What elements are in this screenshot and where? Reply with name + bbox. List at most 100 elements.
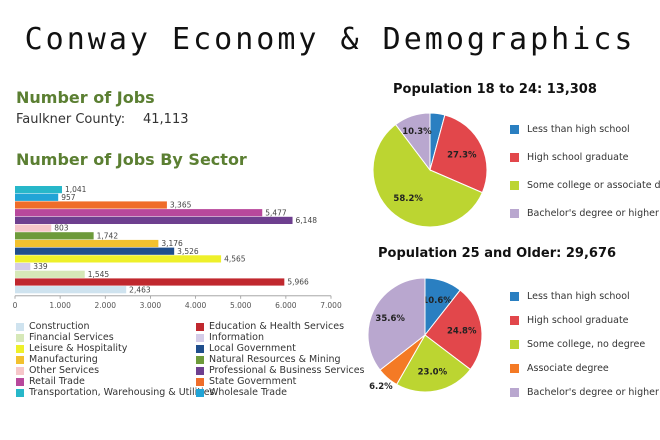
legend-label: Bachelor's degree or higher bbox=[527, 387, 659, 398]
population-18-24-pie-chart: 4.2% 27.3% 58.2% 10.3% bbox=[372, 105, 488, 228]
pie-slice-bachelor-s-degree-or-higher bbox=[367, 277, 426, 371]
legend-label: Wholesale Trade bbox=[209, 387, 287, 398]
legend-label: Less than high school bbox=[527, 291, 630, 302]
x-tick-label: 7,000 bbox=[320, 301, 342, 308]
legend-label: Construction bbox=[29, 321, 90, 332]
legend-label: Transportation, Warehousing & Utilities bbox=[29, 387, 215, 398]
county-label: Faulkner County: bbox=[16, 112, 126, 127]
legend-item-transportation-warehousing-utilities: Transportation, Warehousing & Utilities bbox=[16, 387, 214, 398]
legend-swatch bbox=[510, 153, 519, 162]
pie-slice-label: 4.2% bbox=[427, 105, 451, 107]
population-25-older-pie-chart: 10.6% 24.8% 23.0% 6.2% 35.6% bbox=[367, 277, 483, 393]
page-title: Conway Economy & Demographics bbox=[24, 22, 636, 57]
legend-item-natural-resources-mining: Natural Resources & Mining bbox=[196, 354, 341, 365]
county-value: 41,113 bbox=[143, 112, 189, 127]
legend-swatch bbox=[16, 322, 24, 331]
legend-swatch bbox=[510, 292, 519, 301]
legend-label: Local Government bbox=[209, 343, 296, 354]
legend-label: Manufacturing bbox=[29, 354, 98, 365]
pie-legend-item-bachelor-s-degree-or-higher: Bachelor's degree or higher bbox=[510, 208, 659, 219]
x-tick-label: 2,000 bbox=[95, 301, 117, 308]
legend-swatch bbox=[196, 366, 204, 375]
legend-label: Information bbox=[209, 332, 264, 343]
legend-swatch bbox=[510, 209, 519, 218]
legend-swatch bbox=[510, 125, 519, 134]
legend-label: Some college, no degree bbox=[527, 339, 646, 350]
pie-legend-item-some-college-or-associate-degree: Some college or associate degree bbox=[510, 180, 660, 191]
legend-item-local-government: Local Government bbox=[196, 343, 296, 354]
bar-wholesale-trade bbox=[15, 193, 59, 201]
legend-swatch bbox=[196, 377, 204, 386]
pie-slice-some-college-or-associate-degree bbox=[372, 123, 483, 228]
bar-leisure-hospitality bbox=[15, 255, 222, 263]
x-tick-label: 1,000 bbox=[49, 301, 71, 308]
legend-swatch bbox=[16, 344, 24, 353]
legend-item-education-health-services: Education & Health Services bbox=[196, 321, 344, 332]
bar-construction bbox=[15, 286, 127, 294]
legend-label: Financial Services bbox=[29, 332, 114, 343]
pie-slice-label: 58.2% bbox=[393, 194, 423, 204]
legend-swatch bbox=[196, 388, 204, 397]
pie-legend-item-high-school-graduate: High school graduate bbox=[510, 152, 629, 163]
legend-item-wholesale-trade: Wholesale Trade bbox=[196, 387, 287, 398]
x-tick-label: 4,000 bbox=[185, 301, 207, 308]
legend-swatch bbox=[196, 344, 204, 353]
bar-value-label: 1,742 bbox=[97, 231, 119, 240]
bar-value-label: 803 bbox=[54, 224, 69, 233]
bar-value-label: 2,463 bbox=[129, 285, 151, 294]
pie-slice-label: 27.3% bbox=[447, 151, 477, 161]
legend-label: State Government bbox=[209, 376, 297, 387]
legend-label: Associate degree bbox=[527, 363, 609, 374]
legend-label: Professional & Business Services bbox=[209, 365, 365, 376]
pie-slice-label: 6.2% bbox=[369, 382, 393, 392]
pie-slice-some-college-no-degree bbox=[395, 334, 472, 393]
bar-value-label: 4,565 bbox=[224, 255, 246, 264]
pie-legend-item-bachelor-s-degree-or-higher: Bachelor's degree or higher bbox=[510, 387, 659, 398]
pie2-title: Population 25 and Older: 29,676 bbox=[378, 246, 617, 261]
pie-slice-bachelor-s-degree-or-higher bbox=[394, 112, 431, 172]
pie-legend-item-high-school-graduate: High school graduate bbox=[510, 315, 629, 326]
bar-value-label: 3,526 bbox=[177, 247, 199, 256]
legend-label: High school graduate bbox=[527, 152, 629, 163]
legend-swatch bbox=[16, 377, 24, 386]
county-jobs-row: Faulkner County: 41,113 bbox=[16, 112, 189, 127]
legend-label: Retail Trade bbox=[29, 376, 85, 387]
pie-slice-label: 23.0% bbox=[418, 367, 448, 377]
sector-heading: Number of Jobs By Sector bbox=[16, 150, 247, 169]
legend-item-manufacturing: Manufacturing bbox=[16, 354, 98, 365]
x-tick-label: 6,000 bbox=[275, 301, 297, 308]
jobs-heading: Number of Jobs bbox=[16, 88, 155, 107]
legend-swatch bbox=[16, 333, 24, 342]
legend-item-professional-business-services: Professional & Business Services bbox=[196, 365, 365, 376]
x-tick-label: 0 bbox=[13, 301, 18, 308]
pie-slice-label: 10.3% bbox=[402, 127, 432, 137]
legend-swatch bbox=[196, 355, 204, 364]
pie-slice-label: 35.6% bbox=[375, 314, 405, 324]
legend-swatch bbox=[510, 181, 519, 190]
x-tick-label: 5,000 bbox=[230, 301, 252, 308]
bar-education-health-services bbox=[15, 278, 285, 286]
legend-swatch bbox=[16, 388, 24, 397]
legend-item-leisure-hospitality: Leisure & Hospitality bbox=[16, 343, 127, 354]
bar-value-label: 1,545 bbox=[88, 270, 110, 279]
bar-value-label: 3,365 bbox=[170, 201, 192, 210]
legend-label: Education & Health Services bbox=[209, 321, 345, 332]
bar-manufacturing bbox=[15, 239, 159, 248]
bar-professional-business-services bbox=[15, 216, 293, 224]
legend-swatch bbox=[16, 366, 24, 375]
bar-other-services bbox=[15, 224, 52, 232]
bar-natural-resources-mining bbox=[15, 232, 94, 240]
legend-item-financial-services: Financial Services bbox=[16, 332, 114, 343]
legend-item-state-government: State Government bbox=[196, 376, 296, 387]
pie-slice-high-school-graduate bbox=[424, 289, 483, 371]
legend-label: Bachelor's degree or higher bbox=[527, 208, 659, 219]
legend-label: Natural Resources & Mining bbox=[209, 354, 341, 365]
pie-legend-item-less-than-high-school: Less than high school bbox=[510, 291, 630, 302]
pie-slice-high-school-graduate bbox=[429, 114, 488, 194]
legend-swatch bbox=[510, 316, 519, 325]
legend-swatch bbox=[196, 322, 204, 331]
bar-state-government bbox=[15, 201, 167, 209]
legend-label: Some college or associate degree bbox=[527, 180, 660, 191]
bar-financial-services bbox=[15, 270, 85, 278]
